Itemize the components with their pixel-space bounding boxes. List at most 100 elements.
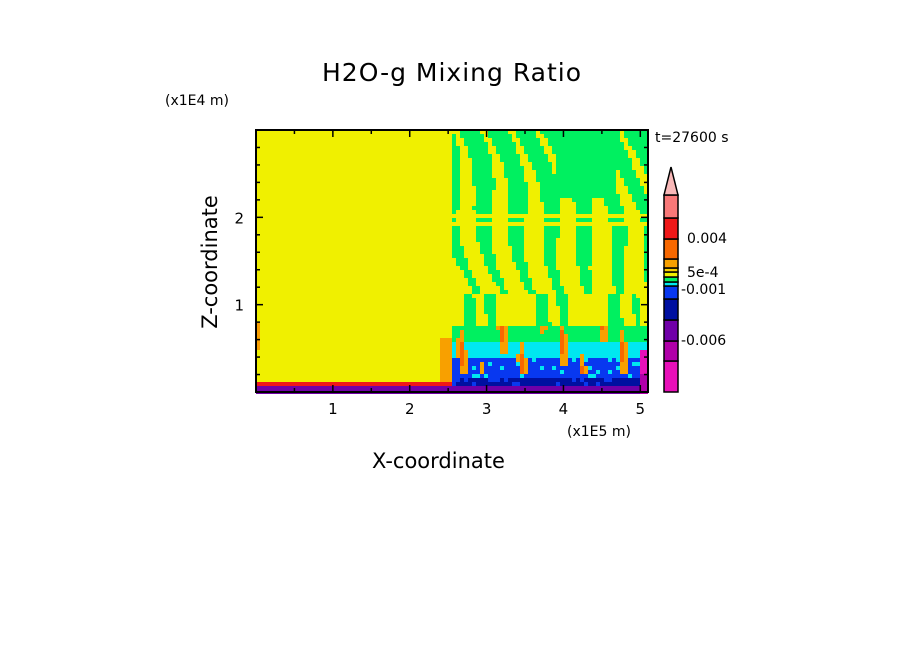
field-cell: [488, 270, 492, 274]
field-cell: [528, 134, 532, 138]
field-cell: [356, 362, 360, 366]
field-cell: [396, 378, 400, 382]
field-cell: [344, 386, 348, 390]
field-cell: [484, 278, 488, 282]
field-cell: [428, 214, 432, 218]
field-cell: [408, 142, 412, 146]
field-cell: [500, 218, 504, 222]
field-cell: [532, 134, 536, 138]
field-cell: [316, 294, 320, 298]
field-cell: [544, 274, 548, 278]
field-cell: [416, 234, 420, 238]
field-cell: [360, 162, 364, 166]
field-cell: [548, 366, 552, 370]
field-cell: [512, 270, 516, 274]
field-cell: [464, 258, 468, 262]
field-cell: [384, 226, 388, 230]
field-cell: [392, 274, 396, 278]
field-cell: [280, 130, 284, 134]
field-cell: [496, 238, 500, 242]
field-cell: [472, 202, 476, 206]
field-cell: [292, 182, 296, 186]
field-cell: [520, 134, 524, 138]
field-cell: [320, 266, 324, 270]
field-cell: [296, 190, 300, 194]
field-cell: [480, 318, 484, 322]
field-cell: [340, 290, 344, 294]
field-cell: [500, 362, 504, 366]
field-cell: [420, 382, 424, 386]
field-cell: [476, 258, 480, 262]
field-cell: [540, 322, 544, 326]
field-cell: [476, 198, 480, 202]
field-cell: [316, 354, 320, 358]
field-cell: [384, 174, 388, 178]
field-cell: [508, 322, 512, 326]
field-cell: [404, 254, 408, 258]
field-cell: [272, 242, 276, 246]
field-cell: [512, 138, 516, 142]
field-cell: [348, 206, 352, 210]
field-cell: [324, 298, 328, 302]
field-cell: [336, 238, 340, 242]
field-cell: [312, 230, 316, 234]
field-cell: [396, 322, 400, 326]
field-cell: [488, 302, 492, 306]
field-cell: [436, 322, 440, 326]
field-cell: [372, 370, 376, 374]
field-cell: [328, 290, 332, 294]
field-cell: [396, 150, 400, 154]
field-cell: [336, 186, 340, 190]
field-cell: [528, 258, 532, 262]
field-cell: [324, 190, 328, 194]
field-cell: [304, 382, 308, 386]
field-cell: [432, 134, 436, 138]
field-cell: [276, 302, 280, 306]
field-cell: [352, 138, 356, 142]
field-cell: [508, 198, 512, 202]
field-cell: [472, 162, 476, 166]
field-cell: [452, 386, 456, 390]
field-cell: [412, 178, 416, 182]
field-cell: [540, 182, 544, 186]
field-cell: [308, 182, 312, 186]
field-cell: [372, 250, 376, 254]
field-cell: [296, 150, 300, 154]
field-cell: [496, 290, 500, 294]
field-cell: [312, 370, 316, 374]
field-cell: [328, 170, 332, 174]
field-cell: [548, 234, 552, 238]
field-cell: [296, 202, 300, 206]
field-cell: [352, 182, 356, 186]
field-cell: [484, 226, 488, 230]
field-cell: [280, 346, 284, 350]
field-cell: [448, 326, 452, 330]
field-cell: [400, 254, 404, 258]
field-cell: [256, 362, 260, 366]
field-cell: [464, 226, 468, 230]
field-cell: [412, 162, 416, 166]
field-cell: [368, 290, 372, 294]
field-cell: [528, 266, 532, 270]
field-cell: [452, 234, 456, 238]
field-cell: [376, 386, 380, 390]
field-cell: [480, 354, 484, 358]
field-cell: [464, 358, 468, 362]
field-cell: [488, 178, 492, 182]
field-cell: [544, 370, 548, 374]
field-cell: [476, 310, 480, 314]
field-cell: [428, 150, 432, 154]
field-cell: [476, 234, 480, 238]
field-cell: [372, 302, 376, 306]
field-cell: [376, 258, 380, 262]
field-cell: [516, 302, 520, 306]
field-cell: [336, 130, 340, 134]
field-cell: [272, 230, 276, 234]
field-cell: [388, 202, 392, 206]
field-cell: [360, 370, 364, 374]
field-cell: [276, 314, 280, 318]
field-cell: [356, 150, 360, 154]
field-cell: [436, 214, 440, 218]
field-cell: [260, 134, 264, 138]
field-cell: [368, 198, 372, 202]
